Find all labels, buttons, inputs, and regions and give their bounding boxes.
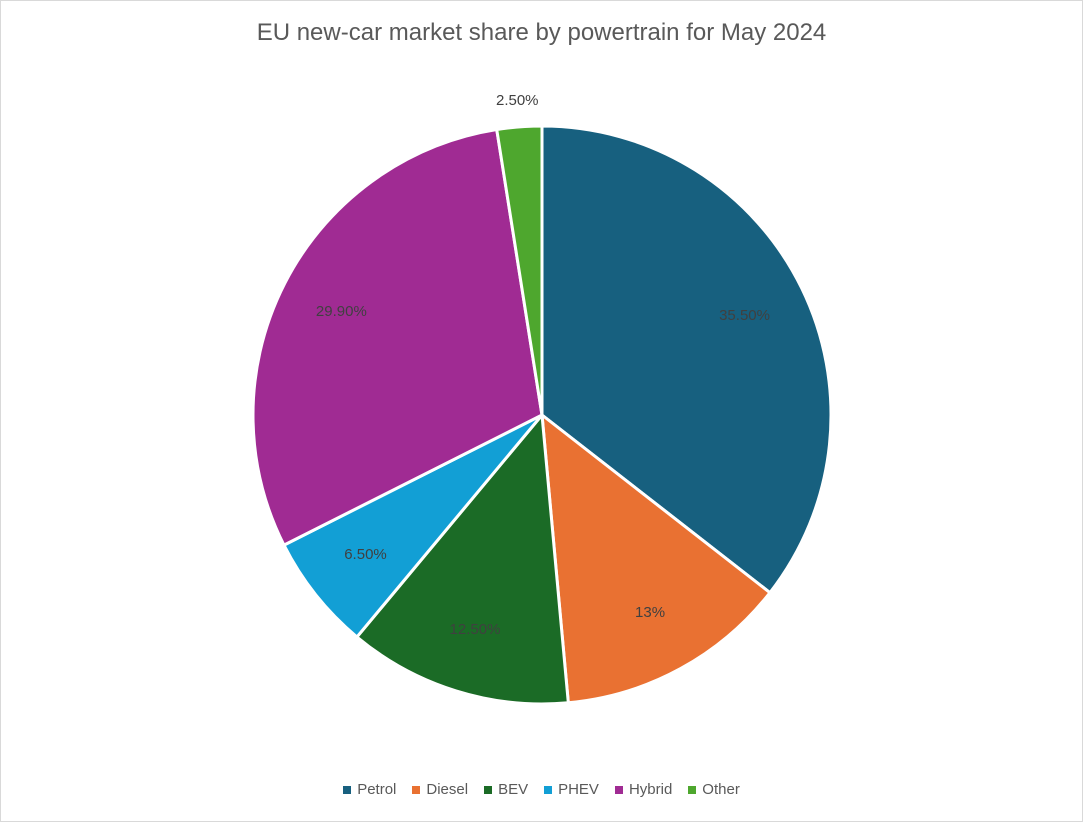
legend-swatch (343, 785, 352, 794)
pie-slice-petrol (540, 124, 833, 595)
data-label-diesel: 13% (635, 604, 665, 621)
pie-slice-other (495, 124, 544, 417)
legend-label: Other (702, 781, 740, 798)
data-label-bev: 12.50% (450, 621, 501, 638)
data-label-hybrid: 29.90% (316, 303, 367, 320)
legend-swatch (614, 785, 623, 794)
legend-swatch (484, 785, 493, 794)
legend-item-hybrid: Hybrid (614, 781, 673, 798)
chart-title: EU new-car market share by powertrain fo… (256, 19, 827, 46)
legend-swatch (412, 785, 421, 794)
data-label-phev: 6.50% (344, 546, 387, 563)
pie-slice-diesel (540, 413, 772, 705)
legend-swatch (544, 785, 553, 794)
legend-item-diesel: Diesel (412, 781, 468, 798)
legend-label: Petrol (357, 781, 397, 798)
legend-label: Diesel (426, 781, 469, 798)
legend-label: PHEV (558, 781, 599, 798)
data-label-other: 2.50% (496, 92, 539, 109)
pie-slice-phev (282, 413, 544, 639)
data-label-petrol: 35.50% (719, 307, 770, 324)
legend-label: BEV (498, 781, 529, 798)
pie-slice-bev (355, 413, 570, 706)
legend-label: Hybrid (628, 781, 673, 798)
legend-swatch (688, 785, 697, 794)
pie-slice-hybrid (251, 128, 544, 547)
legend-item-phev: PHEV (544, 781, 599, 798)
legend-item-bev: BEV (484, 781, 528, 798)
chart-legend: Petrol Diesel BEV PHEV Hybrid Other (1, 781, 1082, 798)
legend-item-other: Other (688, 781, 740, 798)
legend-item-petrol: Petrol (343, 781, 396, 798)
